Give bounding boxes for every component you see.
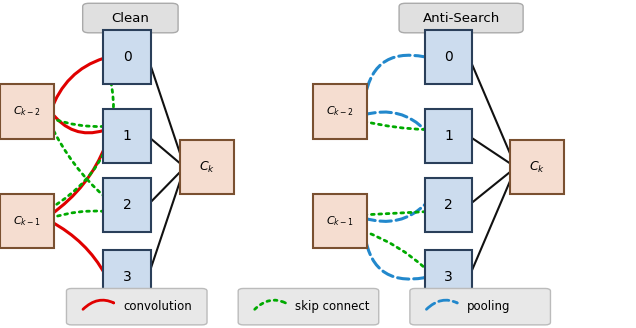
Text: $C_k$: $C_k$ (198, 160, 215, 175)
Text: 3: 3 (444, 270, 453, 284)
FancyArrowPatch shape (51, 58, 104, 112)
FancyArrowPatch shape (51, 118, 104, 127)
FancyArrowPatch shape (148, 174, 183, 277)
FancyBboxPatch shape (314, 84, 368, 138)
FancyBboxPatch shape (510, 140, 565, 194)
FancyBboxPatch shape (180, 140, 234, 194)
Text: $C_{k-1}$: $C_{k-1}$ (13, 215, 41, 228)
Text: 1: 1 (444, 129, 453, 143)
Text: pooling: pooling (467, 300, 511, 313)
Text: $C_{k-2}$: $C_{k-2}$ (326, 105, 354, 118)
FancyArrowPatch shape (364, 212, 425, 215)
FancyBboxPatch shape (410, 289, 551, 325)
FancyBboxPatch shape (0, 84, 53, 138)
FancyBboxPatch shape (425, 109, 472, 163)
FancyArrowPatch shape (254, 300, 286, 309)
FancyBboxPatch shape (104, 109, 151, 163)
FancyBboxPatch shape (104, 31, 151, 84)
FancyArrowPatch shape (148, 136, 181, 164)
FancyArrowPatch shape (51, 125, 104, 197)
Text: 0: 0 (444, 51, 453, 64)
Text: 2: 2 (123, 198, 132, 212)
Text: 3: 3 (123, 270, 132, 284)
Text: Anti-Search: Anti-Search (422, 11, 500, 25)
FancyArrowPatch shape (364, 204, 425, 221)
FancyArrowPatch shape (469, 136, 512, 165)
FancyArrowPatch shape (83, 300, 114, 309)
FancyArrowPatch shape (364, 231, 425, 269)
FancyArrowPatch shape (51, 211, 104, 218)
Text: $C_{k-1}$: $C_{k-1}$ (326, 215, 354, 228)
FancyBboxPatch shape (238, 289, 378, 325)
FancyBboxPatch shape (104, 178, 151, 232)
FancyArrowPatch shape (51, 145, 106, 215)
FancyBboxPatch shape (104, 250, 151, 304)
FancyBboxPatch shape (425, 250, 472, 304)
FancyArrowPatch shape (364, 112, 425, 131)
Text: 2: 2 (444, 198, 453, 212)
FancyBboxPatch shape (0, 194, 53, 249)
FancyArrowPatch shape (364, 228, 425, 279)
FancyArrowPatch shape (51, 112, 104, 133)
FancyArrowPatch shape (469, 174, 513, 277)
Text: 0: 0 (123, 51, 132, 64)
Text: skip connect: skip connect (296, 300, 370, 313)
FancyArrowPatch shape (364, 121, 425, 130)
FancyArrowPatch shape (51, 221, 105, 275)
FancyBboxPatch shape (425, 31, 472, 84)
FancyBboxPatch shape (67, 289, 207, 325)
FancyArrowPatch shape (51, 67, 114, 208)
FancyArrowPatch shape (148, 171, 181, 205)
FancyBboxPatch shape (83, 3, 178, 33)
FancyArrowPatch shape (469, 57, 513, 160)
FancyArrowPatch shape (469, 171, 512, 205)
FancyBboxPatch shape (314, 194, 368, 249)
Text: $C_{k-2}$: $C_{k-2}$ (13, 105, 41, 118)
FancyArrowPatch shape (148, 57, 183, 160)
FancyBboxPatch shape (425, 178, 472, 232)
Text: convolution: convolution (123, 300, 193, 313)
FancyArrowPatch shape (364, 55, 425, 105)
Text: $C_k$: $C_k$ (529, 160, 546, 175)
Text: 1: 1 (123, 129, 132, 143)
Text: Clean: Clean (111, 11, 149, 25)
FancyArrowPatch shape (426, 300, 457, 309)
FancyBboxPatch shape (399, 3, 523, 33)
